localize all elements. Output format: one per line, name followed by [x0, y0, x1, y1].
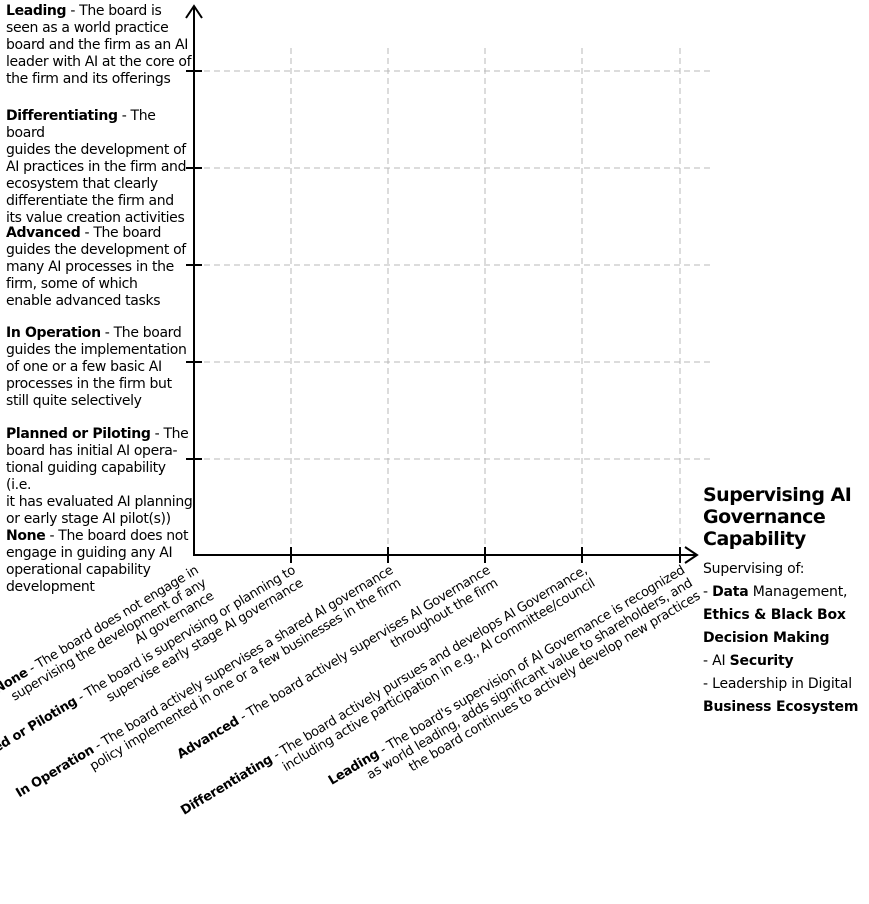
ticks [186, 70, 681, 563]
y-label-advanced: Advanced - The board guides the developm… [6, 225, 186, 309]
legend-title: Supervising AI Governance Capability [703, 484, 852, 550]
y-label-differentiating: Differentiating - The board guides the d… [6, 108, 187, 226]
legend-line: - Leadership in Digital [703, 676, 852, 692]
legend-intro: Supervising of: [703, 561, 805, 577]
x-axis-arrowhead [684, 546, 699, 564]
y-label-in-operation: In Operation - The board guides the impl… [6, 325, 187, 409]
legend-line: Decision Making [703, 630, 830, 646]
y-label-planned-or-piloting: Planned or Piloting - The board has init… [6, 426, 193, 527]
y-axis-arrowhead [185, 4, 203, 19]
axes [185, 4, 699, 564]
y-label-leading: Leading - The board is seen as a world p… [6, 3, 192, 87]
legend-line: - Data Management, [703, 584, 848, 600]
y-label-none: None - The board does not engage in guid… [6, 528, 189, 595]
legend-line: - AI Security [703, 653, 794, 669]
legend-line: Business Ecosystem [703, 699, 859, 715]
grid [194, 48, 710, 555]
legend: Supervising AI Governance Capability Sup… [703, 484, 869, 719]
legend-line: Ethics & Black Box [703, 607, 846, 623]
legend-body: Supervising of: - Data Management, Ethic… [703, 558, 869, 719]
